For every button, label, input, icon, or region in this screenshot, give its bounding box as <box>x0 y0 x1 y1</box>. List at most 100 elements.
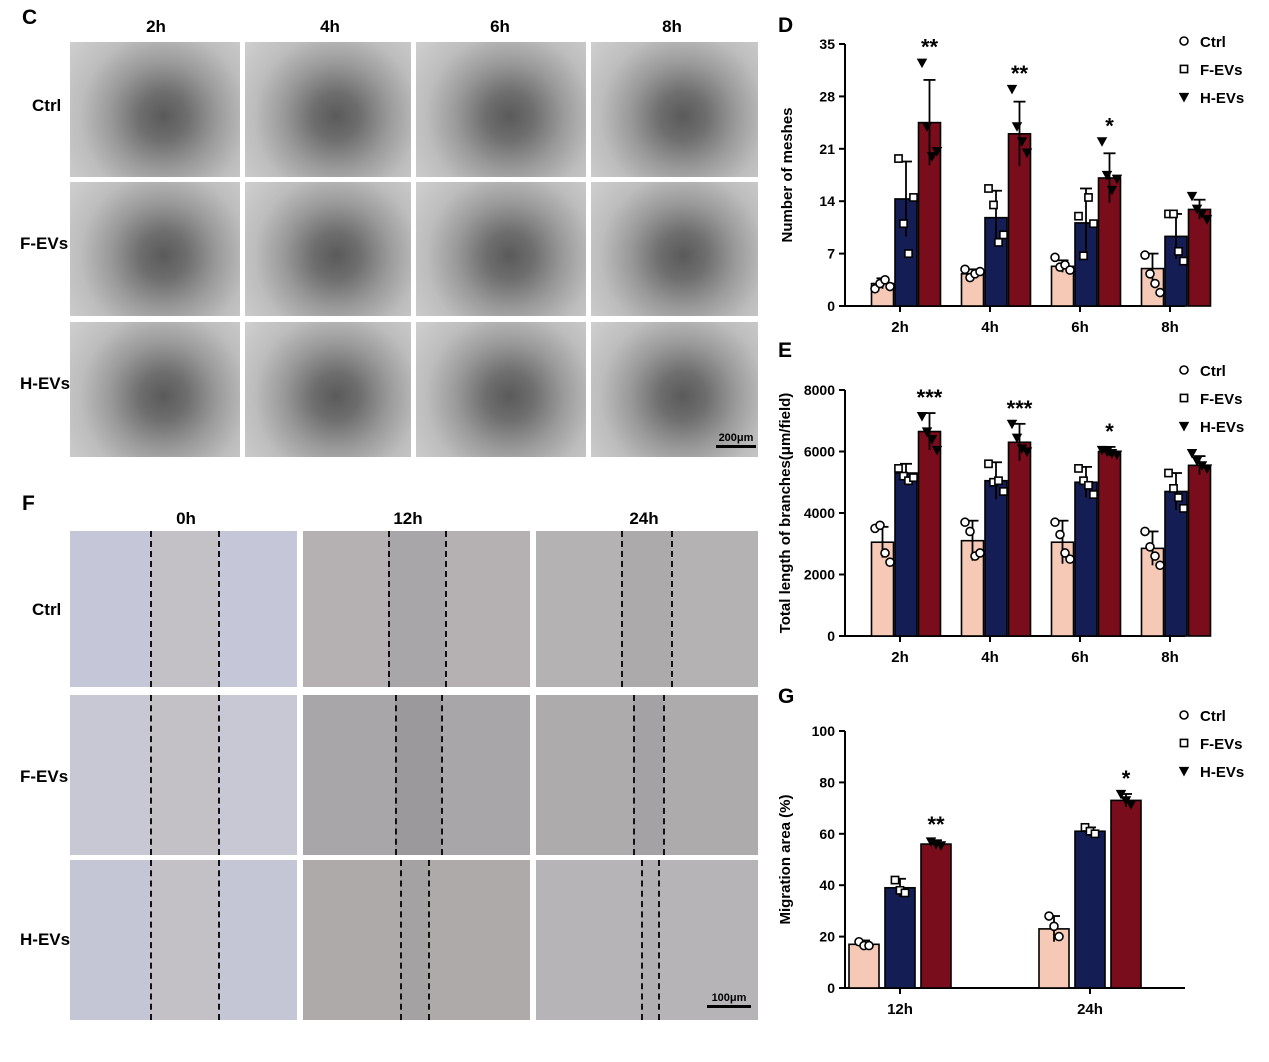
chart-e-ytick-label-4: 8000 <box>804 382 835 398</box>
chart-g-bar-ctrl-12h <box>848 943 880 989</box>
chart-e-significance-2: * <box>1105 419 1114 444</box>
chart-e-point-2-3-0 <box>1186 448 1198 459</box>
chart-d-point-1-0-0 <box>894 154 903 163</box>
chart-e-point-2-0-3 <box>931 445 943 456</box>
chart-g-bar-hevs-12h <box>920 843 952 989</box>
chart-d-point-1-2-1 <box>1079 251 1088 261</box>
chart-e-point-0-1-0 <box>960 517 970 528</box>
chart-e-point-0-3-3 <box>1155 560 1165 571</box>
chart-d-point-2-0-1 <box>921 122 933 132</box>
chart-e-bar-hevs-2h <box>917 430 942 637</box>
chart-g-bar-fevs-24h <box>1074 830 1106 989</box>
chart-e-point-1-1-0 <box>984 459 993 469</box>
chart-d-point-2-0-2 <box>926 152 938 162</box>
wound-image-ctrl-12h <box>303 531 530 687</box>
chart-d-legend-label-1: F-EVs <box>1200 62 1243 79</box>
chart-e-point-1-0-3 <box>909 473 918 483</box>
chart-e-point-1-3-0 <box>1164 468 1173 478</box>
chart-d-point-0-0-3 <box>885 281 895 292</box>
panel-c-col-6h: 6h <box>490 17 510 36</box>
chart-e-point-2-3-3 <box>1201 464 1213 474</box>
chart-e-ytick-label-2: 4000 <box>804 505 835 521</box>
chart-e-point-0-0-1 <box>875 520 885 531</box>
chart-d-ytick-label-2: 14 <box>819 193 835 209</box>
chart-d-point-2-2-1 <box>1101 170 1113 181</box>
tube-image-ctrl-8h <box>591 42 758 177</box>
tube-image-ctrl-4h <box>245 42 411 177</box>
chart-g-bar-hevs-24h <box>1110 799 1142 989</box>
chart-e-point-1-0-0 <box>894 464 903 473</box>
chart-e-bar-fevs-8h <box>1164 490 1188 637</box>
chart-e-point-1-2-3 <box>1089 490 1098 499</box>
chart-d-ytick-label-1: 7 <box>827 246 835 262</box>
wound-image-ctrl-0h <box>70 531 297 687</box>
chart-d-point-2-3-3 <box>1201 215 1213 225</box>
tube-image-hevs-6h <box>416 322 586 457</box>
chart-e-point-1-2-0 <box>1074 464 1083 473</box>
chart-e-legend-marker-2 <box>1178 421 1190 432</box>
chart-e-point-0-0-2 <box>880 548 890 558</box>
chart-e-point-2-1-1 <box>1011 433 1023 444</box>
chart-g-ytick-label-4: 80 <box>819 774 835 790</box>
chart-e-point-1-1-2 <box>994 476 1003 486</box>
chart-d-ytick-label-4: 28 <box>819 88 835 104</box>
panel-c-row-fevs: F-EVs <box>20 234 69 253</box>
panel-c-row-ctrl: Ctrl <box>32 96 62 115</box>
chart-d-point-1-3-1 <box>1169 209 1178 219</box>
chart-d-point-1-2-0 <box>1074 211 1083 221</box>
wound-image-hevs-12h <box>303 860 530 1020</box>
chart-e-point-1-2-2 <box>1084 480 1093 490</box>
chart-e-point-1-3-3 <box>1179 503 1188 513</box>
tube-image-hevs-2h <box>70 322 240 457</box>
chart-d-point-2-2-3 <box>1111 174 1123 185</box>
chart-e-point-1-2-1 <box>1079 476 1088 486</box>
chart-d-point-0-3-3 <box>1155 287 1165 298</box>
chart-d-xtick-label-0: 2h <box>891 319 909 336</box>
chart-d-ytick-label-3: 21 <box>819 141 835 157</box>
chart-e-legend-label-2: H-EVs <box>1200 419 1244 436</box>
chart-d-point-1-2-2 <box>1084 193 1093 202</box>
chart-g-point-0-1-0 <box>1044 911 1054 921</box>
panel-f-letter: F <box>22 492 35 515</box>
tube-image-fevs-2h <box>70 182 240 316</box>
chart-e-point-0-2-2 <box>1060 548 1070 558</box>
wound-image-ctrl-24h <box>536 531 758 687</box>
chart-e-bar-fevs-2h <box>894 472 918 637</box>
chart-e-point-1-3-2 <box>1174 493 1183 503</box>
chart-g-point-0-1-2 <box>1054 931 1064 942</box>
chart-d-point-2-1-0 <box>1006 84 1018 95</box>
chart-e-ytick-label-3: 6000 <box>804 444 835 460</box>
chart-g-significance-0: ** <box>927 812 945 837</box>
chart-d-point-0-1-0 <box>960 264 970 275</box>
chart-g-ytick-label-1: 20 <box>819 929 835 945</box>
tube-image-hevs-8h <box>591 322 758 457</box>
chart-g-significance-1: * <box>1122 766 1131 791</box>
chart-d-point-1-3-3 <box>1179 256 1188 266</box>
chart-d-significance-2: * <box>1105 113 1114 138</box>
chart-g-ytick-label-2: 40 <box>819 877 835 893</box>
chart-d-ytick-label-0: 0 <box>827 298 835 314</box>
tube-image-fevs-4h <box>245 182 411 316</box>
chart-g-bar-fevs-12h <box>884 886 916 989</box>
chart-e-point-2-3-1 <box>1191 456 1203 467</box>
chart-e-xtick-label-3: 8h <box>1161 649 1179 666</box>
scale-bar-f: 100μm <box>707 992 751 1008</box>
tube-image-fevs-6h <box>416 182 586 316</box>
chart-d-ytick-label-5: 35 <box>819 36 835 52</box>
chart-e-bar-fevs-4h <box>984 479 1008 637</box>
chart-e-legend-label-0: Ctrl <box>1200 363 1226 380</box>
chart-d-point-0-2-3 <box>1065 265 1075 275</box>
scale-bar-c: 200μm <box>716 432 756 448</box>
chart-e-bar-hevs-8h <box>1187 464 1212 637</box>
chart-e-branch-length: 0 2000 4000 6000 8000 Total length of branche… <box>777 363 1244 666</box>
wound-image-hevs-24h <box>536 860 758 1020</box>
wound-image-fevs-0h <box>70 695 297 855</box>
chart-g-ytick-label-3: 60 <box>819 826 835 842</box>
chart-e-point-0-1-3 <box>975 548 985 558</box>
chart-d-point-2-1-2 <box>1016 137 1028 147</box>
chart-e-point-2-1-3 <box>1021 447 1033 457</box>
panel-f-row-fevs: F-EVs <box>20 767 69 786</box>
chart-e-point-0-0-3 <box>885 557 895 567</box>
chart-d-point-2-2-0 <box>1096 137 1108 147</box>
chart-d-point-0-1-3 <box>975 266 985 277</box>
